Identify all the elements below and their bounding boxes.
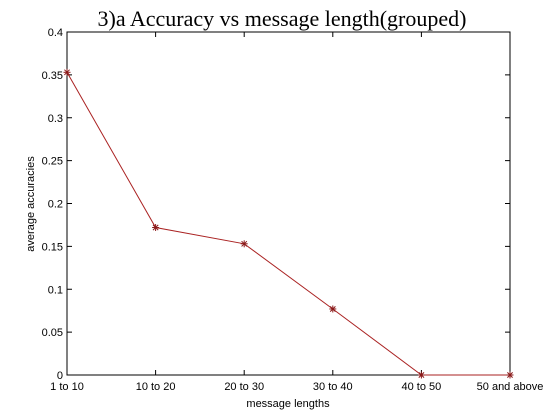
y-tick-label: 0.35 xyxy=(42,70,63,82)
y-tick-label: 0.3 xyxy=(48,113,63,125)
x-axis-label: message lengths xyxy=(246,398,330,410)
y-tick-label: 0.05 xyxy=(42,327,63,339)
y-tick-label: 0 xyxy=(57,370,63,382)
data-point-marker xyxy=(329,305,337,313)
y-tick-label: 0.2 xyxy=(48,199,63,211)
y-tick-label: 0.4 xyxy=(48,27,63,39)
y-axis-label: average accuracies xyxy=(25,156,37,252)
x-tick-label: 40 to 50 xyxy=(402,381,442,393)
y-axis: 0 0.05 0.1 0.15 0.2 0.25 0.3 0.35 0.4 xyxy=(42,27,510,382)
series-markers xyxy=(63,68,514,379)
x-tick-label: 30 to 40 xyxy=(313,381,353,393)
data-point-marker xyxy=(506,371,514,379)
x-tick-label: 20 to 30 xyxy=(224,381,264,393)
data-point-marker xyxy=(240,240,248,248)
y-tick-label: 0.25 xyxy=(42,156,63,168)
x-tick-label: 10 to 20 xyxy=(136,381,176,393)
x-tick-label: 1 to 10 xyxy=(50,381,84,393)
y-tick-label: 0.1 xyxy=(48,284,63,296)
data-point-marker xyxy=(152,224,160,232)
x-tick-label: 50 and above xyxy=(477,381,544,393)
data-point-marker xyxy=(63,68,71,76)
plot-area xyxy=(66,31,511,376)
y-tick-label: 0.15 xyxy=(42,241,63,253)
x-axis: 1 to 10 10 to 20 20 to 30 30 to 40 40 to 50 5… xyxy=(50,32,543,393)
data-point-marker xyxy=(417,371,425,379)
chart-title: 3)a Accuracy vs message length(grouped) xyxy=(98,6,467,31)
series-line xyxy=(66,72,510,376)
